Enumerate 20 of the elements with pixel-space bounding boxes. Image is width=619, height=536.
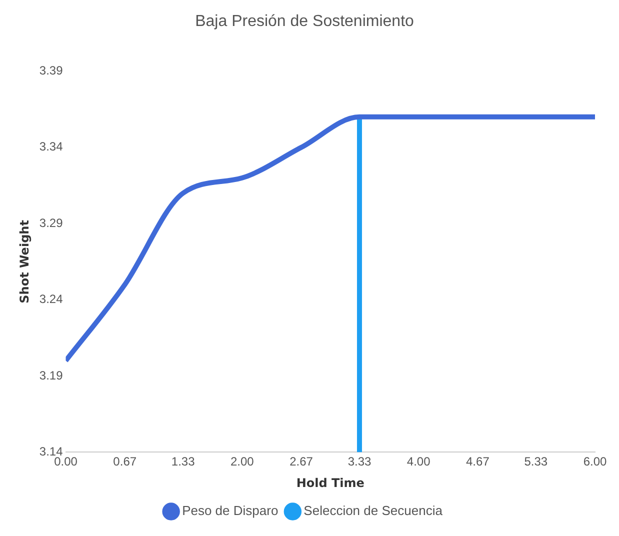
x-tick-label: 5.33: [524, 454, 548, 469]
x-tick-label: 2.67: [290, 454, 314, 469]
x-tick-label: 4.00: [406, 454, 431, 469]
x-tick-label: 2.00: [230, 454, 254, 469]
x-tick-label: 0.00: [54, 454, 78, 469]
legend-label: Seleccion de Secuencia: [304, 503, 444, 518]
y-tick-label: 3.34: [39, 140, 64, 154]
x-tick-label: 6.00: [583, 454, 607, 469]
x-tick-label: 4.67: [466, 454, 490, 469]
y-tick-label: 3.19: [39, 368, 64, 382]
legend-label: Peso de Disparo: [182, 503, 278, 518]
chart-title: Baja Presión de Sostenimiento: [195, 13, 414, 30]
x-axis-title: Hold Time: [296, 476, 364, 490]
x-tick-label: 3.33: [348, 454, 372, 469]
x-tick-label: 0.67: [113, 454, 137, 469]
y-axis-title: Shot Weight: [17, 220, 32, 304]
y-tick-label: 3.24: [39, 292, 64, 306]
y-tick-label: 3.29: [39, 216, 64, 230]
y-tick-label: 3.39: [39, 64, 64, 78]
x-tick-label: 1.33: [171, 454, 196, 469]
